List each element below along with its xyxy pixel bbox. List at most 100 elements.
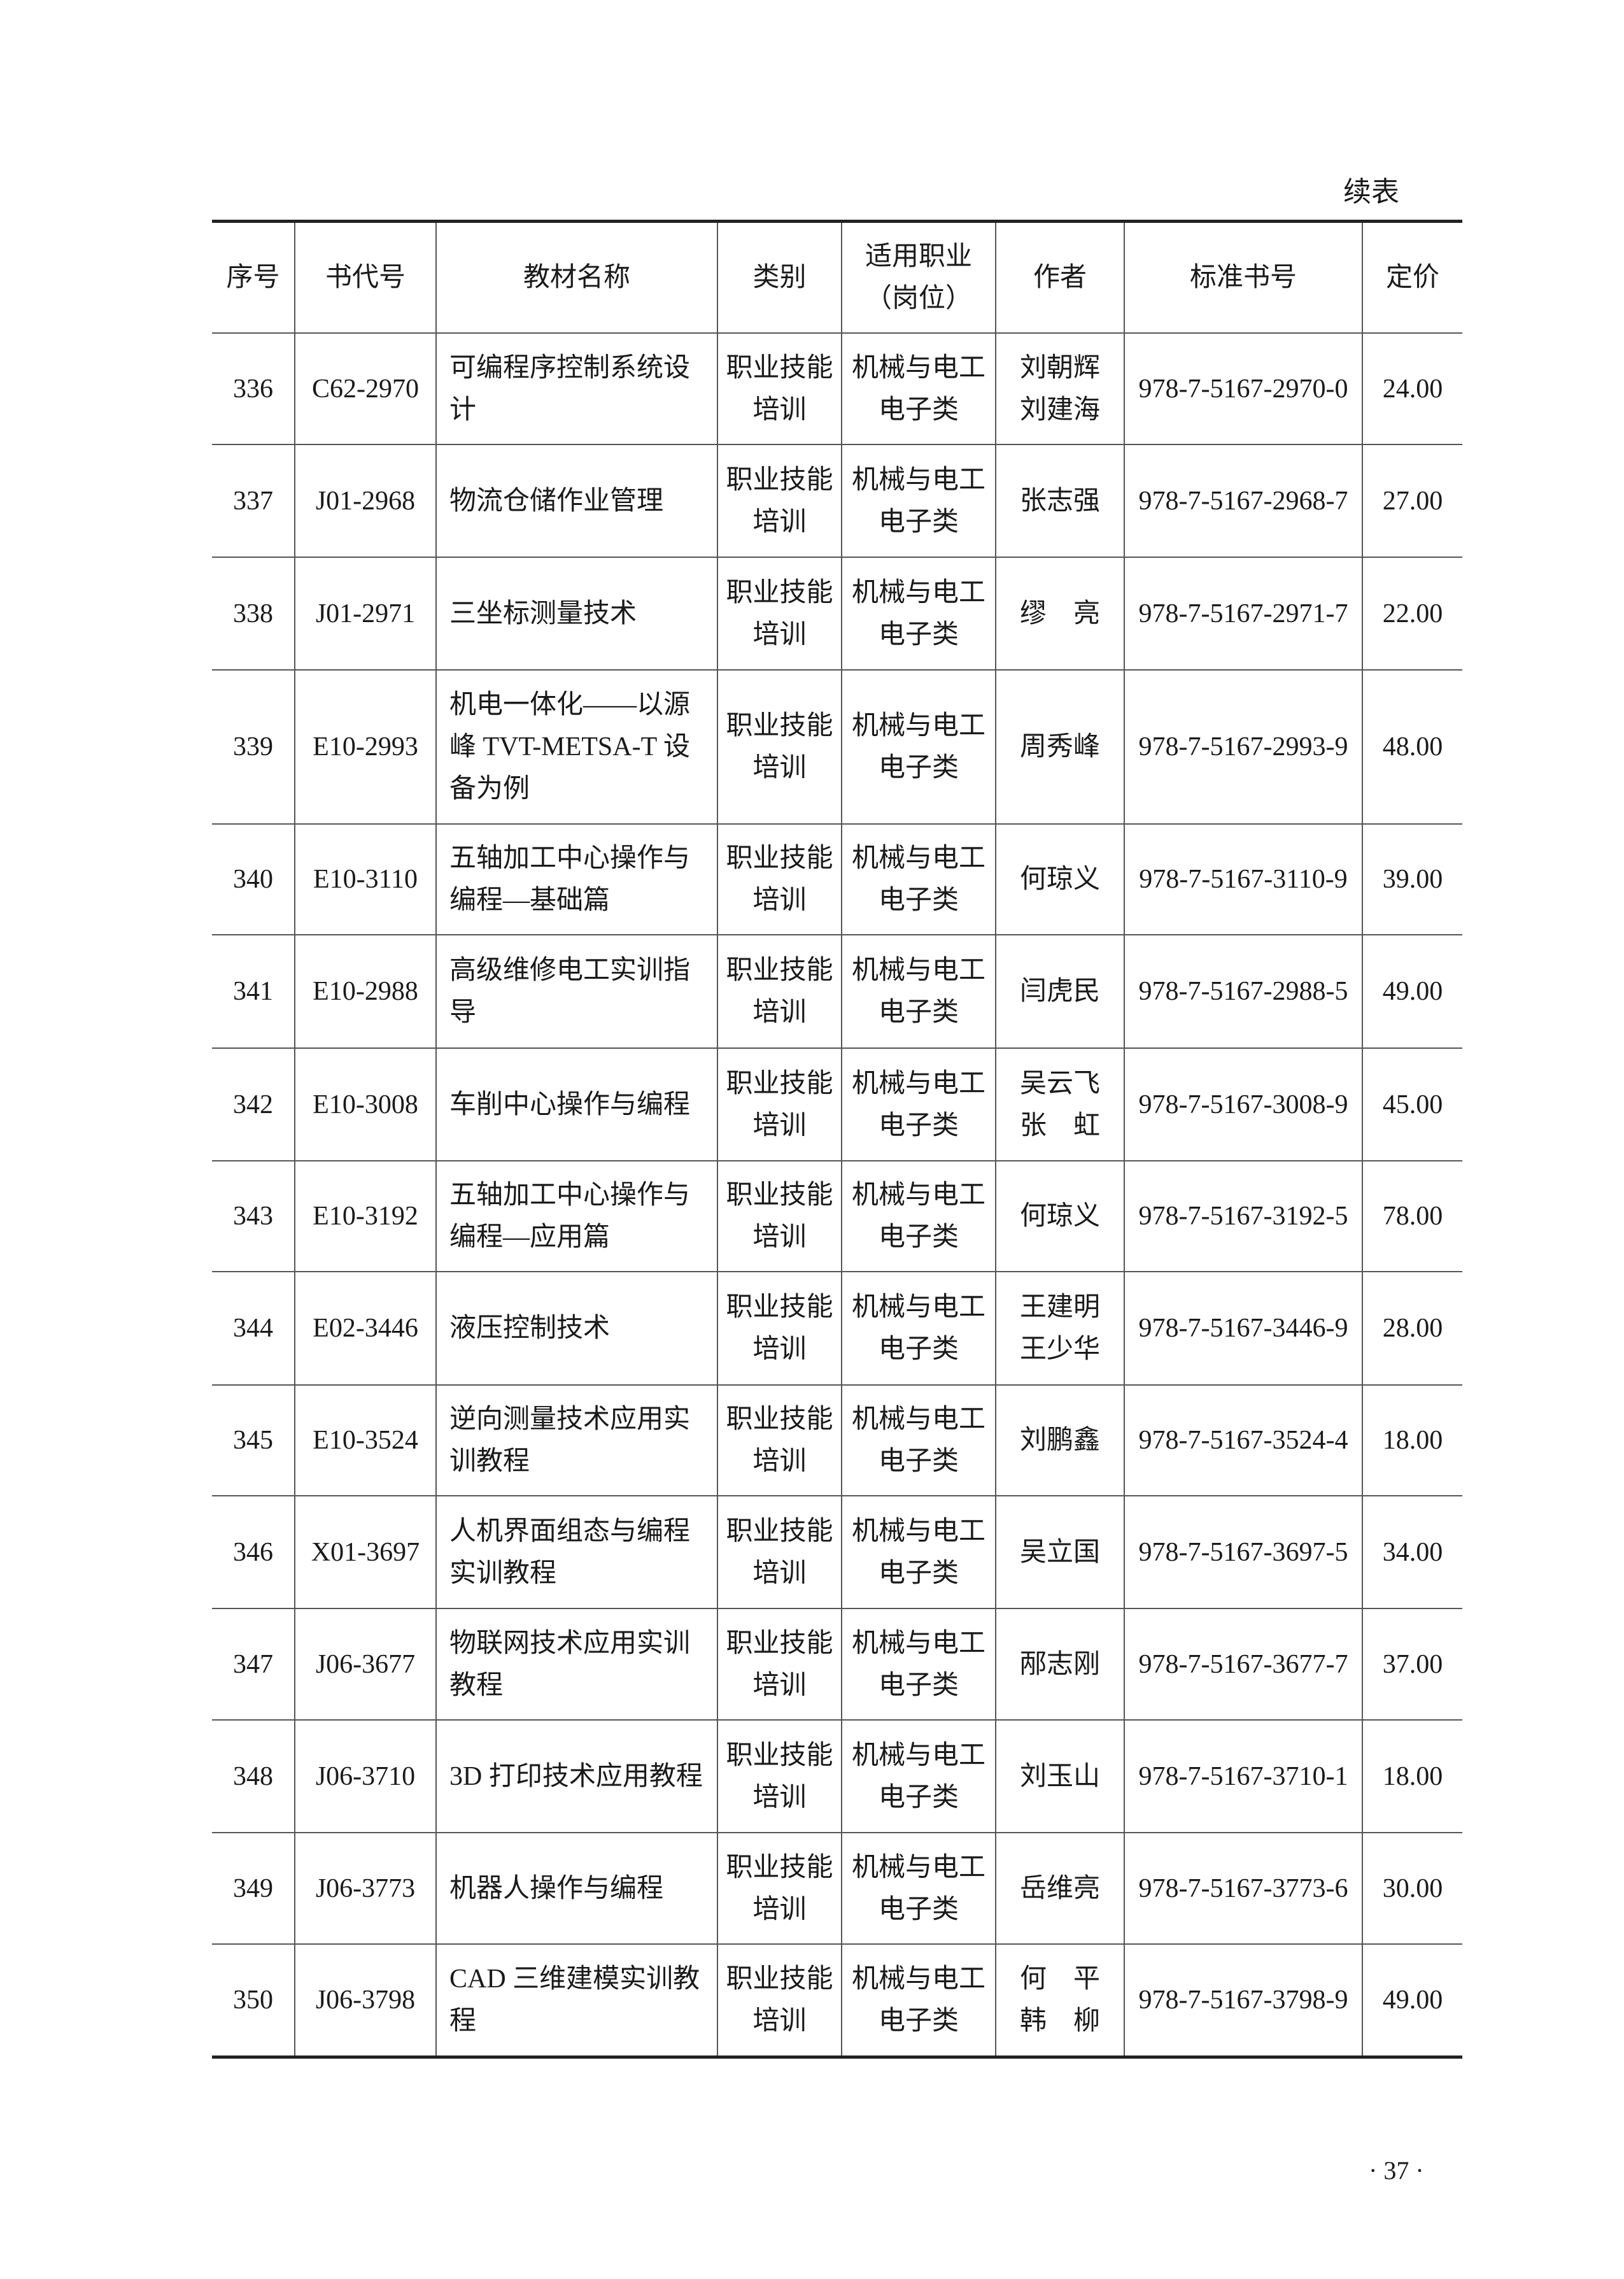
cell-code: C62-2970 (294, 332, 437, 445)
table-row: 348 J06-3710 3D 打印技术应用教程 职业技能培训 机械与电工电子类 刘玉山 9… (212, 1719, 1462, 1833)
cell-code: J06-3798 (294, 1943, 437, 2057)
cell-index: 340 (212, 823, 295, 935)
textbook-table: 序号 书代号 教材名称 类别 适用职业 （岗位） 作者 标准书号 定价 336 C62-2970… (212, 220, 1462, 2059)
continued-label: 续表 (1343, 176, 1399, 208)
page-number: · 37 · (1369, 2156, 1424, 2185)
cell-price: 18.00 (1362, 1384, 1462, 1496)
cell-code: E10-3008 (294, 1047, 437, 1161)
table-row: 339 E10-2993 机电一体化——以源峰 TVT-METSA-T 设备为例 职业… (212, 669, 1462, 825)
cell-occupation: 机械与电工电子类 (841, 1047, 996, 1161)
cell-code: J06-3773 (294, 1832, 437, 1945)
cell-title: 逆向测量技术应用实训教程 (435, 1384, 718, 1496)
table-row: 343 E10-3192 五轴加工中心操作与编程—应用篇 职业技能培训 机械与电工电子类… (212, 1160, 1462, 1272)
header-price: 定价 (1362, 220, 1462, 334)
cell-code: E10-3192 (294, 1160, 437, 1272)
cell-price: 49.00 (1362, 1943, 1462, 2057)
header-occupation: 适用职业 （岗位） (841, 220, 996, 334)
cell-price: 48.00 (1362, 669, 1462, 825)
header-code: 书代号 (294, 220, 437, 334)
cell-isbn: 978-7-5167-3697-5 (1124, 1495, 1363, 1609)
cell-code: X01-3697 (294, 1495, 437, 1609)
cell-index: 336 (212, 332, 295, 445)
cell-title: 3D 打印技术应用教程 (435, 1719, 718, 1833)
cell-code: E10-3524 (294, 1384, 437, 1496)
header-row: 序号 书代号 教材名称 类别 适用职业 （岗位） 作者 标准书号 定价 (212, 220, 1462, 334)
cell-code: E10-3110 (294, 823, 437, 935)
cell-author: 岳维亮 (995, 1832, 1125, 1945)
header-isbn: 标准书号 (1124, 220, 1363, 334)
cell-occupation: 机械与电工电子类 (841, 1719, 996, 1833)
header-index: 序号 (212, 220, 295, 334)
cell-index: 344 (212, 1271, 295, 1386)
cell-price: 27.00 (1362, 444, 1462, 558)
cell-title: CAD 三维建模实训教程 (435, 1943, 718, 2057)
cell-occupation: 机械与电工电子类 (841, 332, 996, 445)
cell-occupation: 机械与电工电子类 (841, 1943, 996, 2057)
cell-occupation: 机械与电工电子类 (841, 1271, 996, 1386)
cell-category: 职业技能培训 (717, 1608, 842, 1721)
cell-index: 349 (212, 1832, 295, 1945)
cell-occupation: 机械与电工电子类 (841, 444, 996, 558)
header-title: 教材名称 (435, 220, 718, 334)
header-author: 作者 (995, 220, 1125, 334)
cell-category: 职业技能培训 (717, 1832, 842, 1945)
cell-author: 何琼义 (995, 1160, 1125, 1272)
cell-index: 339 (212, 669, 295, 825)
cell-category: 职业技能培训 (717, 823, 842, 935)
cell-author: 吴云飞 张 虹 (995, 1047, 1125, 1161)
cell-category: 职业技能培训 (717, 1943, 842, 2057)
cell-price: 78.00 (1362, 1160, 1462, 1272)
cell-code: J01-2968 (294, 444, 437, 558)
cell-price: 30.00 (1362, 1832, 1462, 1945)
cell-isbn: 978-7-5167-2970-0 (1124, 332, 1363, 445)
cell-author: 张志强 (995, 444, 1125, 558)
cell-isbn: 978-7-5167-3798-9 (1124, 1943, 1363, 2057)
cell-index: 337 (212, 444, 295, 558)
cell-isbn: 978-7-5167-2988-5 (1124, 934, 1363, 1049)
cell-title: 人机界面组态与编程实训教程 (435, 1495, 718, 1609)
cell-index: 346 (212, 1495, 295, 1609)
cell-occupation: 机械与电工电子类 (841, 1608, 996, 1721)
cell-occupation: 机械与电工电子类 (841, 934, 996, 1049)
cell-category: 职业技能培训 (717, 1271, 842, 1386)
cell-price: 39.00 (1362, 823, 1462, 935)
cell-title: 机器人操作与编程 (435, 1832, 718, 1945)
cell-index: 348 (212, 1719, 295, 1833)
cell-occupation: 机械与电工电子类 (841, 669, 996, 825)
cell-code: J06-3677 (294, 1608, 437, 1721)
table-row: 346 X01-3697 人机界面组态与编程实训教程 职业技能培训 机械与电工电子类 吴立… (212, 1495, 1462, 1609)
cell-code: E10-2988 (294, 934, 437, 1049)
cell-price: 34.00 (1362, 1495, 1462, 1609)
cell-occupation: 机械与电工电子类 (841, 1495, 996, 1609)
cell-author: 刘朝辉 刘建海 (995, 332, 1125, 445)
cell-index: 341 (212, 934, 295, 1049)
cell-index: 347 (212, 1608, 295, 1721)
cell-isbn: 978-7-5167-3008-9 (1124, 1047, 1363, 1161)
cell-title: 五轴加工中心操作与编程—应用篇 (435, 1160, 718, 1272)
cell-title: 高级维修电工实训指导 (435, 934, 718, 1049)
cell-title: 机电一体化——以源峰 TVT-METSA-T 设备为例 (435, 669, 718, 825)
cell-author: 何琼义 (995, 823, 1125, 935)
table-row: 344 E02-3446 液压控制技术 职业技能培训 机械与电工电子类 王建明 王少华 97… (212, 1271, 1462, 1386)
cell-category: 职业技能培训 (717, 1047, 842, 1161)
cell-title: 可编程序控制系统设计 (435, 332, 718, 445)
cell-price: 22.00 (1362, 557, 1462, 671)
cell-occupation: 机械与电工电子类 (841, 1384, 996, 1496)
cell-category: 职业技能培训 (717, 1160, 842, 1272)
table-row: 347 J06-3677 物联网技术应用实训教程 职业技能培训 机械与电工电子类 邴志刚 9… (212, 1608, 1462, 1721)
cell-code: J01-2971 (294, 557, 437, 671)
cell-author: 刘鹏鑫 (995, 1384, 1125, 1496)
cell-category: 职业技能培训 (717, 669, 842, 825)
cell-title: 液压控制技术 (435, 1271, 718, 1386)
table-row: 336 C62-2970 可编程序控制系统设计 职业技能培训 机械与电工电子类 刘朝辉 刘… (212, 332, 1462, 445)
cell-index: 350 (212, 1943, 295, 2057)
header-category: 类别 (717, 220, 842, 334)
cell-author: 王建明 王少华 (995, 1271, 1125, 1386)
table-row: 340 E10-3110 五轴加工中心操作与编程—基础篇 职业技能培训 机械与电工电子类… (212, 823, 1462, 935)
cell-author: 缪 亮 (995, 557, 1125, 671)
table-row: 341 E10-2988 高级维修电工实训指导 职业技能培训 机械与电工电子类 闫虎民 97… (212, 934, 1462, 1049)
cell-isbn: 978-7-5167-2968-7 (1124, 444, 1363, 558)
cell-author: 闫虎民 (995, 934, 1125, 1049)
cell-isbn: 978-7-5167-3524-4 (1124, 1384, 1363, 1496)
cell-price: 24.00 (1362, 332, 1462, 445)
